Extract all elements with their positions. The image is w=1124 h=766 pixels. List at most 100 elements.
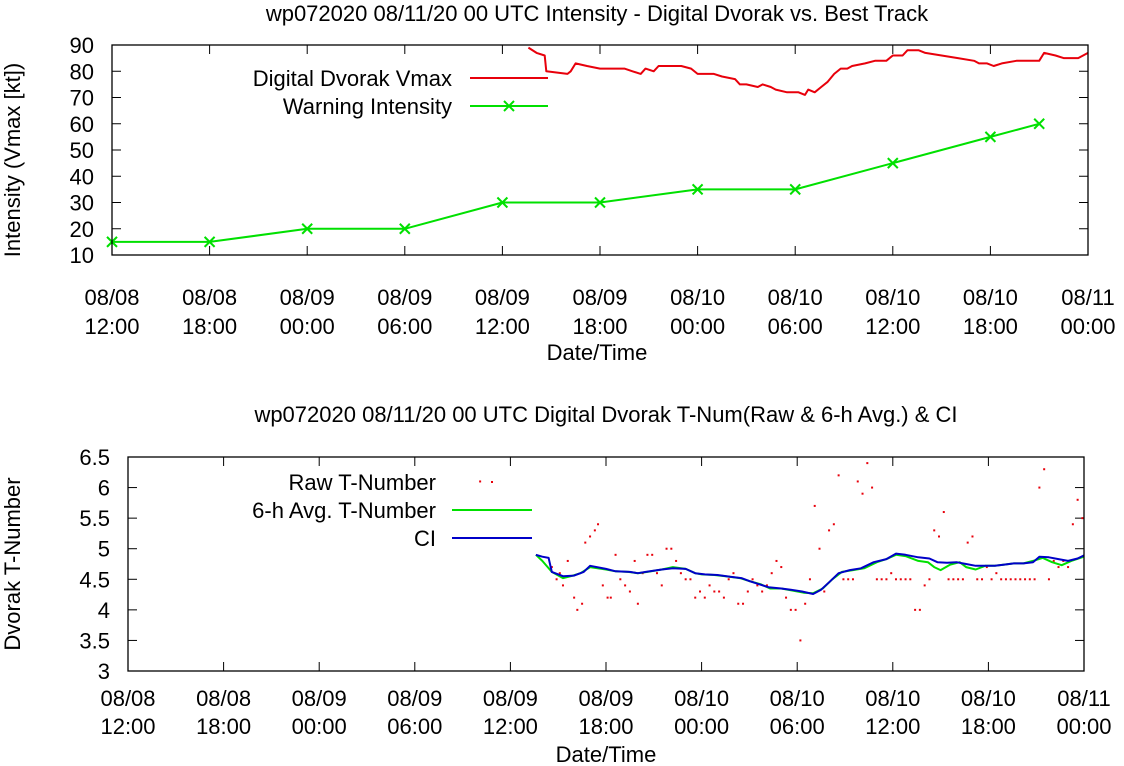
raw-t-number-point bbox=[890, 572, 893, 575]
raw-t-number-point bbox=[1057, 566, 1060, 569]
raw-t-number-point bbox=[957, 578, 960, 581]
legend-label-digital-dvorak-vmax: Digital Dvorak Vmax bbox=[253, 66, 452, 91]
ci-line bbox=[535, 552, 1085, 595]
intensity-chart-legend: Digital Dvorak Vmax Warning Intensity bbox=[253, 66, 548, 119]
intensity-x-tick-time: 12:00 bbox=[475, 314, 530, 339]
intensity-x-tick-date: 08/10 bbox=[670, 285, 725, 310]
raw-t-number-point bbox=[885, 578, 888, 581]
raw-t-number-point bbox=[1043, 468, 1046, 471]
raw-t-number-point bbox=[938, 535, 941, 538]
raw-t-number-point bbox=[847, 578, 850, 581]
raw-t-number-point bbox=[1081, 517, 1084, 520]
raw-t-number-point bbox=[742, 602, 745, 605]
t-number-x-tick-date: 08/09 bbox=[387, 686, 442, 711]
raw-t-number-point bbox=[633, 559, 636, 562]
intensity-x-tick-time: 18:00 bbox=[963, 314, 1018, 339]
t-number-chart: wp072020 08/11/20 00 UTC Digital Dvorak … bbox=[0, 402, 1112, 766]
raw-t-number-point bbox=[818, 547, 821, 550]
warning-intensity-marker bbox=[887, 157, 899, 169]
raw-t-number-point bbox=[828, 529, 831, 532]
raw-t-number-point bbox=[1071, 523, 1074, 526]
raw-t-number-point bbox=[636, 602, 639, 605]
intensity-x-tick-date: 08/10 bbox=[865, 285, 920, 310]
raw-t-number-point bbox=[655, 572, 658, 575]
raw-t-number-point bbox=[1038, 486, 1041, 489]
raw-t-number-point bbox=[875, 578, 878, 581]
t-number-y-tick-label: 4.5 bbox=[79, 567, 110, 592]
raw-t-number-point bbox=[558, 572, 561, 575]
raw-t-number-point bbox=[679, 572, 682, 575]
raw-t-number-point bbox=[928, 578, 931, 581]
raw-t-number-point bbox=[660, 584, 663, 587]
intensity-y-tick-label: 40 bbox=[70, 164, 94, 189]
raw-t-number-point bbox=[1019, 578, 1022, 581]
raw-t-number-point bbox=[866, 462, 869, 465]
warning-intensity-marker bbox=[203, 236, 216, 248]
raw-t-number-point bbox=[837, 474, 840, 477]
raw-t-number-point bbox=[1052, 559, 1055, 562]
intensity-y-tick-label: 70 bbox=[70, 86, 94, 111]
t-number-x-tick-time: 18:00 bbox=[196, 714, 251, 739]
raw-t-number-point bbox=[789, 608, 792, 611]
raw-t-number-point bbox=[765, 584, 768, 587]
raw-t-number-point bbox=[947, 578, 950, 581]
intensity-chart-series bbox=[106, 46, 1089, 248]
t-number-x-tick-date: 08/10 bbox=[865, 686, 920, 711]
t-number-x-tick-date: 08/09 bbox=[483, 686, 538, 711]
t-number-chart-ticks: 3 3.5 4 4.5 5 5.5 6 6.5 08/08 12:00 08/08 18:00 08/0… bbox=[79, 445, 1111, 739]
raw-t-number-point bbox=[651, 553, 654, 556]
t-number-x-tick-date: 08/10 bbox=[770, 686, 825, 711]
warning-intensity-marker bbox=[496, 196, 509, 209]
raw-t-number-point bbox=[961, 578, 964, 581]
intensity-x-tick-time: 18:00 bbox=[572, 314, 627, 339]
intensity-x-tick-date: 08/09 bbox=[377, 285, 432, 310]
series-raw-t-number bbox=[479, 462, 1084, 642]
raw-t-number-point bbox=[1047, 578, 1050, 581]
raw-t-number-point bbox=[1033, 578, 1036, 581]
raw-t-number-point bbox=[703, 596, 706, 599]
raw-t-number-point bbox=[713, 590, 716, 593]
series-warning-intensity bbox=[106, 118, 1045, 248]
raw-t-number-point bbox=[609, 596, 612, 599]
raw-t-number-point bbox=[952, 578, 955, 581]
raw-t-number-point bbox=[923, 584, 926, 587]
t-number-x-tick-date: 08/09 bbox=[292, 686, 347, 711]
raw-t-number-point bbox=[718, 590, 721, 593]
raw-t-number-point bbox=[694, 596, 697, 599]
raw-t-number-point bbox=[1014, 578, 1017, 581]
raw-t-number-point bbox=[619, 578, 622, 581]
raw-t-number-point bbox=[971, 535, 974, 538]
raw-t-number-point bbox=[628, 590, 631, 593]
intensity-chart-y-label: Intensity (Vmax [kt]) bbox=[0, 63, 25, 257]
raw-t-number-point bbox=[914, 608, 917, 611]
t-number-chart-series bbox=[479, 462, 1085, 642]
warning-intensity-marker bbox=[594, 196, 606, 209]
warning-intensity-marker bbox=[301, 223, 313, 235]
raw-t-number-point bbox=[856, 480, 859, 483]
raw-t-number-point bbox=[785, 596, 788, 599]
raw-t-number-point bbox=[909, 578, 912, 581]
warning-intensity-marker bbox=[789, 183, 801, 196]
raw-t-number-point bbox=[985, 566, 988, 569]
raw-t-number-point bbox=[933, 529, 936, 532]
raw-t-number-point bbox=[589, 535, 592, 538]
raw-t-number-point bbox=[727, 578, 730, 581]
raw-t-number-point bbox=[566, 559, 569, 562]
raw-t-number-point bbox=[624, 584, 627, 587]
raw-t-number-point bbox=[737, 602, 740, 605]
intensity-y-tick-label: 20 bbox=[70, 217, 94, 242]
raw-t-number-point bbox=[780, 566, 783, 569]
raw-t-number-point bbox=[550, 566, 553, 569]
t-number-x-tick-time: 00:00 bbox=[674, 714, 729, 739]
raw-t-number-point bbox=[761, 590, 764, 593]
t-number-x-tick-time: 12:00 bbox=[483, 714, 538, 739]
legend-marker-warning-intensity bbox=[503, 100, 515, 112]
warning-intensity-marker bbox=[984, 131, 997, 143]
raw-t-number-point bbox=[479, 480, 482, 483]
intensity-chart-plot-frame bbox=[111, 44, 1089, 256]
raw-t-number-point bbox=[904, 578, 907, 581]
raw-t-number-point bbox=[597, 523, 600, 526]
intensity-x-tick-date: 08/09 bbox=[280, 285, 335, 310]
intensity-y-tick-label: 10 bbox=[70, 243, 94, 268]
t-number-x-tick-time: 12:00 bbox=[865, 714, 920, 739]
